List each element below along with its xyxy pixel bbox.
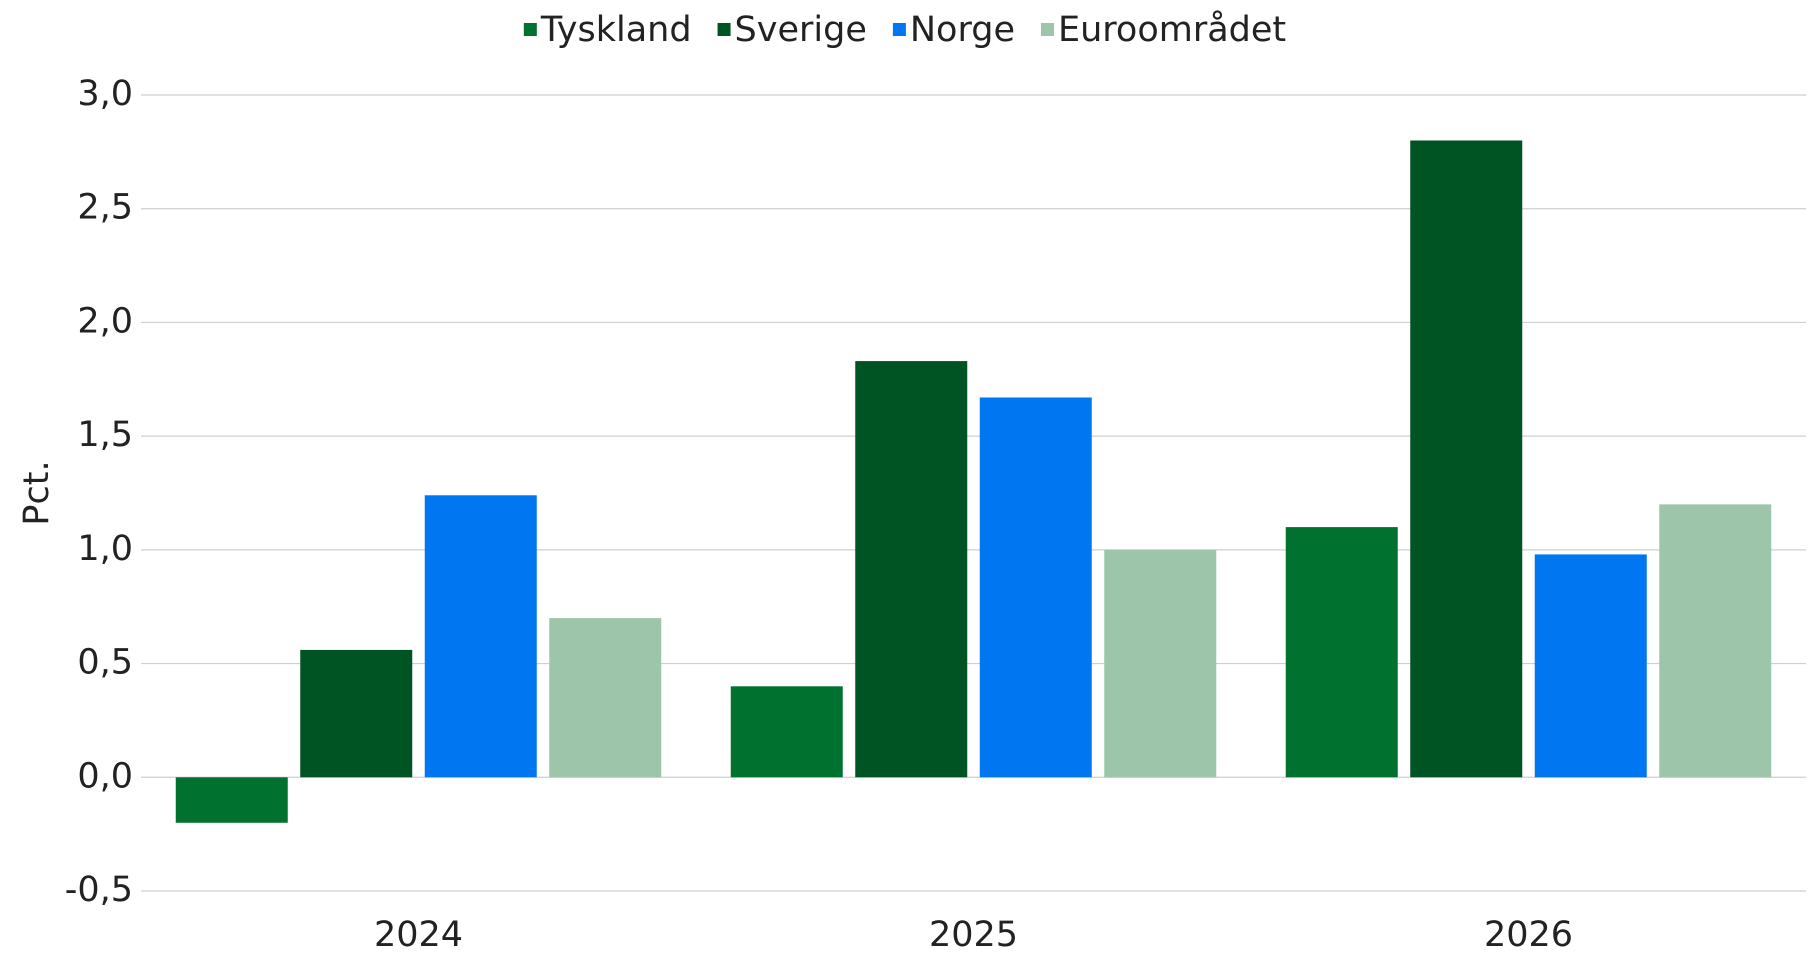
bar — [1104, 549, 1217, 778]
legend-label: Sverige — [735, 10, 867, 50]
y-tick-label: 3,0 — [77, 74, 133, 114]
y-tick-label: 2,5 — [77, 188, 133, 228]
bar — [1659, 504, 1772, 778]
y-tick-label: 2,0 — [77, 301, 133, 341]
legend-swatch — [717, 23, 731, 36]
x-tick-label: 2026 — [1484, 915, 1573, 955]
x-tick-label: 2025 — [929, 915, 1018, 955]
y-axis-label: Pct. — [17, 460, 57, 525]
bar — [855, 361, 968, 778]
x-tick-label: 2024 — [374, 915, 463, 955]
bar — [1534, 554, 1647, 778]
bar — [730, 686, 843, 778]
bar — [175, 777, 288, 823]
bar — [424, 495, 537, 778]
bar — [549, 618, 662, 778]
legend-swatch — [523, 23, 537, 36]
y-tick-label: 1,5 — [77, 415, 133, 455]
y-tick-label: 0,0 — [77, 756, 133, 796]
bar — [300, 649, 413, 778]
bar — [979, 397, 1092, 778]
bar — [1410, 140, 1523, 778]
legend-label: Norge — [910, 10, 1015, 50]
legend-label: Tyskland — [540, 10, 692, 50]
y-tick-label: -0,5 — [65, 870, 133, 910]
y-tick-label: 0,5 — [77, 643, 133, 683]
bar — [1285, 527, 1398, 778]
legend-swatch — [892, 23, 906, 36]
legend-label: Euroområdet — [1058, 9, 1286, 50]
y-tick-label: 1,0 — [77, 529, 133, 569]
legend-swatch — [1041, 23, 1055, 36]
